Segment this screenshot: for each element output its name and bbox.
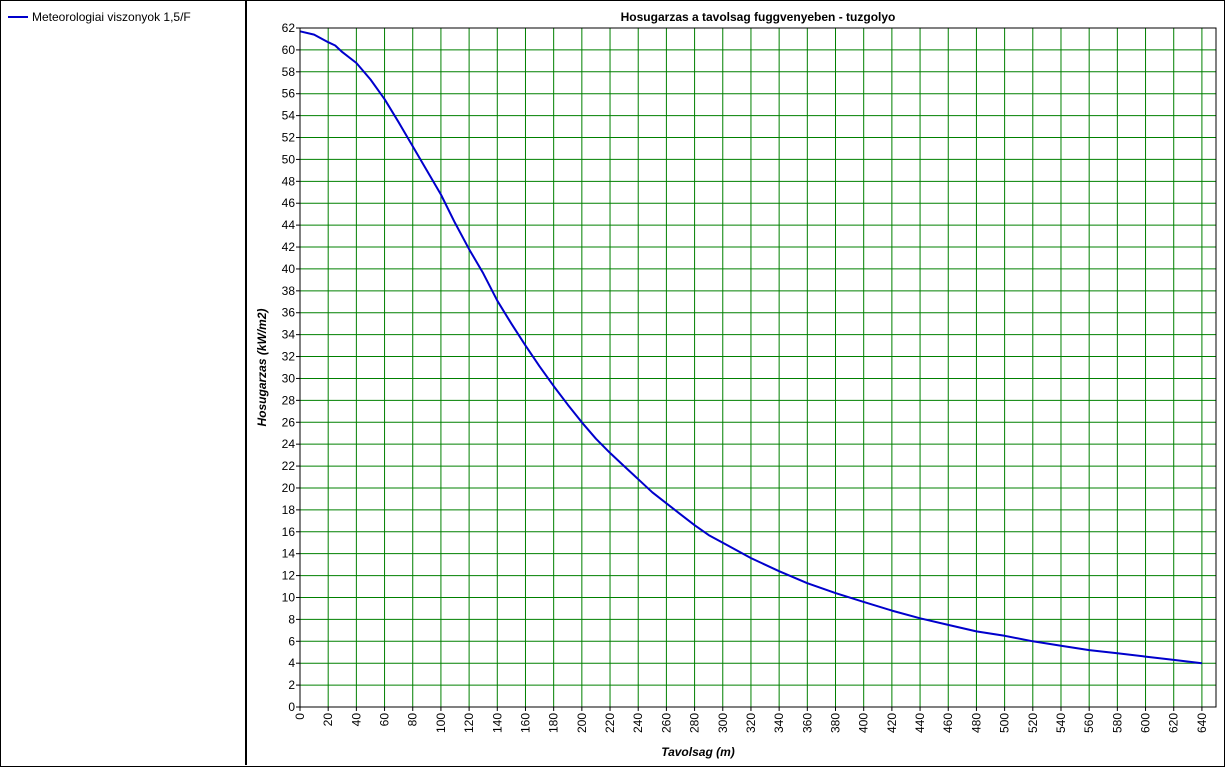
y-tick-label: 18 [282,503,296,517]
x-tick-labels: 0 20 40 60 80 100 120 140 160 180 200 220 240 260 280 3… [293,707,1209,733]
x-tick-label: 580 [1110,713,1124,733]
x-axis-label: Tavolsag (m) [661,745,735,759]
x-tick-label: 260 [659,713,673,733]
x-tick-label: 280 [688,713,702,733]
y-tick-label: 38 [282,284,296,298]
y-tick-label: 4 [288,656,295,670]
y-tick-label: 32 [282,350,296,364]
y-tick-label: 30 [282,371,296,385]
x-tick-label: 60 [378,713,392,727]
y-tick-label: 8 [288,612,295,626]
y-tick-label: 52 [282,131,296,145]
x-tick-label: 420 [885,713,899,733]
x-tick-label: 180 [547,713,561,733]
x-tick-label: 500 [998,713,1012,733]
y-tick-label: 20 [282,481,296,495]
x-tick-label: 460 [941,713,955,733]
x-tick-label: 360 [800,713,814,733]
x-tick-label: 440 [913,713,927,733]
y-tick-label: 48 [282,174,296,188]
x-tick-label: 480 [969,713,983,733]
y-tick-label: 40 [282,262,296,276]
x-tick-label: 640 [1195,713,1209,733]
y-tick-label: 26 [282,415,296,429]
y-tick-label: 14 [282,547,296,561]
y-tick-label: 28 [282,393,296,407]
chart-area: 0246810121416182022242628303234363840424… [0,0,1225,767]
x-tick-label: 220 [603,713,617,733]
y-tick-label: 0 [288,700,295,714]
y-tick-label: 60 [282,43,296,57]
y-tick-label: 2 [288,678,295,692]
grid-lines [300,28,1216,707]
x-tick-label: 20 [321,713,335,727]
x-tick-label: 240 [631,713,645,733]
x-tick-label: 200 [575,713,589,733]
y-tick-label: 62 [282,21,296,35]
x-tick-label: 380 [829,713,843,733]
x-tick-label: 600 [1139,713,1153,733]
x-tick-label: 40 [349,713,363,727]
x-tick-label: 80 [406,713,420,727]
x-tick-label: 560 [1082,713,1096,733]
x-tick-label: 620 [1167,713,1181,733]
y-tick-labels: 0246810121416182022242628303234363840424… [282,21,300,714]
x-tick-label: 160 [518,713,532,733]
y-tick-label: 34 [282,328,296,342]
x-tick-label: 400 [857,713,871,733]
y-tick-label: 50 [282,152,296,166]
x-tick-label: 300 [716,713,730,733]
y-tick-label: 16 [282,525,296,539]
y-tick-label: 12 [282,569,296,583]
x-tick-label: 340 [772,713,786,733]
y-tick-label: 10 [282,590,296,604]
y-tick-label: 24 [282,437,296,451]
y-tick-label: 36 [282,306,296,320]
plot-border [300,28,1216,707]
x-tick-label: 140 [490,713,504,733]
x-tick-label: 320 [744,713,758,733]
x-tick-label: 100 [434,713,448,733]
x-tick-label: 120 [462,713,476,733]
x-tick-label: 540 [1054,713,1068,733]
y-tick-label: 42 [282,240,296,254]
y-tick-label: 22 [282,459,296,473]
x-tick-label: 0 [293,713,307,720]
y-tick-label: 46 [282,196,296,210]
x-tick-label: 520 [1026,713,1040,733]
chart-title: Hosugarzas a tavolsag fuggvenyeben - tuz… [621,10,896,24]
y-tick-label: 58 [282,65,296,79]
y-tick-label: 54 [282,109,296,123]
y-axis-label: Hosugarzas (kW/m2) [255,308,269,426]
y-tick-label: 6 [288,634,295,648]
y-tick-label: 56 [282,87,296,101]
y-tick-label: 44 [282,218,296,232]
